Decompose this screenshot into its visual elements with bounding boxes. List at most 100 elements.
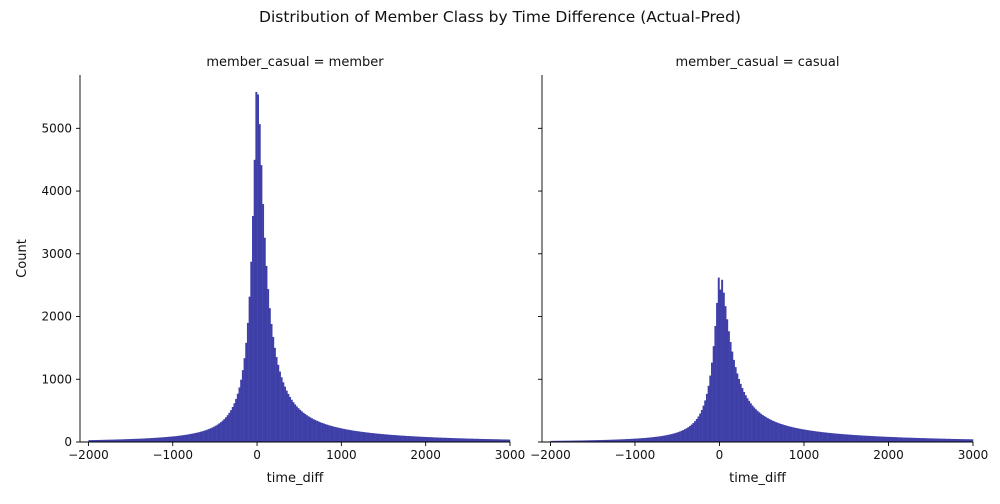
- histogram-bar: [553, 440, 556, 442]
- histogram-bar: [910, 437, 913, 442]
- histogram-bar: [285, 390, 288, 442]
- histogram-bar: [258, 124, 261, 443]
- histogram-bar: [780, 424, 783, 442]
- histogram-bar: [348, 429, 351, 442]
- histogram-bar: [302, 412, 305, 442]
- histogram-bar: [589, 440, 592, 442]
- histogram-bar: [653, 436, 656, 442]
- histogram-bar: [787, 426, 790, 442]
- histogram-bar: [142, 438, 145, 442]
- histogram-bar: [697, 416, 700, 442]
- histogram-bar: [565, 440, 568, 442]
- histogram-bar: [597, 440, 600, 442]
- histogram-bar: [267, 289, 270, 442]
- histogram-bar: [316, 420, 319, 442]
- histogram-bar: [846, 434, 849, 442]
- histogram-bar: [929, 438, 931, 442]
- histogram-bar: [246, 322, 249, 442]
- histogram-bar: [878, 436, 881, 442]
- histogram-bar: [427, 437, 430, 442]
- x-axis-label: time_diff: [267, 471, 325, 486]
- histogram-bar: [457, 438, 460, 442]
- histogram-bar: [812, 430, 815, 442]
- histogram-bar: [88, 440, 91, 442]
- histogram-bar: [886, 436, 889, 442]
- histogram-bar: [312, 419, 315, 442]
- histogram-bar: [944, 438, 947, 442]
- histogram-bar: [898, 437, 901, 442]
- histogram-bar: [346, 429, 349, 442]
- histogram-bar: [721, 279, 724, 442]
- histogram-bar: [417, 436, 420, 442]
- histogram-bar: [768, 419, 771, 442]
- histogram-bar: [363, 432, 366, 442]
- histogram-bar: [766, 418, 769, 442]
- histogram-bar: [689, 425, 691, 442]
- histogram-bar: [381, 434, 384, 442]
- histogram-bar: [198, 432, 200, 442]
- histogram-bar: [716, 302, 719, 442]
- histogram-bar: [640, 438, 642, 442]
- histogram-bar: [822, 432, 825, 442]
- histogram-bar: [282, 382, 285, 442]
- histogram-bar: [934, 438, 937, 442]
- histogram-bar: [736, 373, 739, 442]
- histogram-bar: [280, 377, 283, 442]
- histogram-bar: [557, 440, 560, 442]
- histogram-bar: [486, 439, 489, 442]
- histogram-bar: [90, 440, 93, 442]
- histogram-bar: [614, 439, 617, 442]
- histogram-bar: [270, 323, 273, 442]
- histogram-bar: [361, 431, 364, 442]
- histogram-bar: [472, 438, 475, 442]
- histogram-bar: [206, 429, 209, 442]
- histogram-bar: [775, 422, 778, 442]
- histogram-bar: [166, 436, 168, 442]
- histogram-bar: [413, 436, 416, 442]
- histogram-bar: [962, 439, 965, 442]
- histogram-bar: [484, 439, 487, 442]
- histogram-bar: [98, 439, 101, 442]
- histogram-bar: [773, 421, 776, 442]
- histogram-bar: [969, 439, 972, 442]
- histogram-bar: [461, 438, 464, 442]
- histogram-bar: [971, 439, 974, 442]
- histogram-bar: [391, 434, 394, 442]
- histogram-bar: [186, 434, 189, 442]
- histogram-bar: [359, 431, 362, 442]
- histogram-bar: [252, 215, 254, 442]
- histogram-bar: [624, 439, 627, 442]
- histogram-bar: [739, 383, 742, 442]
- histogram-bar: [219, 422, 222, 442]
- histogram-bar: [412, 436, 415, 442]
- histogram-bar: [633, 438, 636, 442]
- histogram-bar: [923, 438, 926, 442]
- histogram-bar: [827, 432, 830, 442]
- histogram-bar: [866, 435, 869, 442]
- histogram-bar: [395, 435, 398, 442]
- histogram-bar: [235, 398, 238, 442]
- histogram-bar: [450, 438, 453, 442]
- histogram-bar: [880, 436, 882, 442]
- histogram-bar: [398, 435, 401, 442]
- histogram-bar: [562, 440, 565, 442]
- histogram-bar: [364, 432, 367, 442]
- histogram-bar: [868, 435, 871, 442]
- histogram-bar: [152, 437, 155, 442]
- histogram-bar: [230, 410, 233, 442]
- histogram-bar: [847, 434, 850, 442]
- histogram-bar: [100, 439, 103, 442]
- histogram-bar: [785, 425, 788, 442]
- histogram-bar: [726, 319, 729, 442]
- histogram-bar: [815, 431, 818, 442]
- histogram-bar: [702, 405, 705, 442]
- histogram-bar: [434, 437, 437, 442]
- histogram-bar: [491, 439, 494, 442]
- x-tick-label: 1000: [326, 448, 357, 462]
- histogram-bar: [797, 428, 800, 442]
- histogram-bar: [385, 434, 388, 442]
- histogram-bar: [758, 412, 761, 442]
- histogram-bar: [783, 425, 786, 442]
- histogram-bar: [678, 431, 681, 442]
- x-tick-label: −2000: [530, 448, 571, 462]
